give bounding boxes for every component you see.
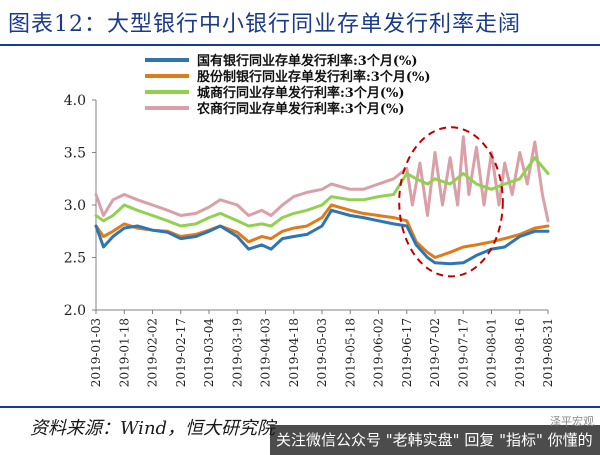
y-tick-label: 4.0: [64, 93, 86, 109]
x-tick-label: 2019-06-17: [400, 318, 414, 387]
watermark-brand: 泽平宏观: [550, 415, 594, 428]
y-tick-label: 3.5: [64, 146, 86, 162]
legend-label: 农商行同业存单发行利率:3个月(%): [196, 101, 405, 117]
legend-label: 股份制银行同业存单发行利率:3个月(%): [197, 69, 431, 85]
x-tick-label: 2019-05-03: [315, 318, 329, 387]
legend-label: 国有银行同业存单发行利率:3个月(%): [197, 53, 418, 69]
x-tick-label: 2019-04-03: [259, 318, 273, 387]
x-tick-label: 2019-06-02: [372, 318, 386, 387]
legend-label: 城商行同业存单发行利率:3个月(%): [197, 85, 405, 101]
watermark-banner: 关注微信公众号 "老韩实盘" 回复 "指标" 你懂的 泽平宏观: [270, 415, 600, 455]
bottom-rule: [0, 406, 600, 408]
y-tick-label: 2.5: [64, 251, 86, 267]
x-tick-label: 2019-01-03: [89, 318, 103, 387]
x-tick-label: 2019-05-18: [343, 318, 357, 387]
x-tick-label: 2019-03-04: [202, 318, 216, 388]
x-tick-label: 2019-02-02: [146, 318, 160, 387]
x-tick-label: 2019-08-31: [541, 318, 555, 387]
highlight-ellipse: [398, 126, 504, 278]
title-rule: [0, 44, 600, 46]
x-tick-label: 2019-03-19: [230, 318, 244, 387]
series-line-1: [94, 208, 550, 266]
x-tick-label: 2019-08-01: [485, 318, 499, 387]
series-line-3: [94, 156, 550, 228]
y-tick-label: 3.0: [64, 198, 86, 214]
y-tick-label: 2.0: [64, 303, 86, 319]
figure-title: 图表12：大型银行中小银行同业存单发行利率走阔: [8, 12, 521, 37]
chart: 2.0 2.5 3.0 3.5 4.0 2019-01-03 2019-01-18 2019-…: [64, 53, 555, 387]
x-tick-label: 2019-02-17: [174, 318, 188, 387]
x-tick-label: 2019-01-18: [117, 318, 131, 387]
x-tick-label: 2019-08-16: [513, 318, 527, 387]
chart-axes: 2.0 2.5 3.0 3.5 4.0 2019-01-03 2019-01-18 2019-…: [64, 93, 555, 387]
x-tick-label: 2019-04-18: [287, 318, 301, 387]
watermark-text: 关注微信公众号 "老韩实盘" 回复 "指标" 你懂的: [276, 431, 593, 449]
series-line-4: [94, 135, 550, 223]
chart-legend: 国有银行同业存单发行利率:3个月(%)股份制银行同业存单发行利率:3个月(%)城…: [145, 53, 431, 117]
source-note: 资料来源：Wind，恒大研究院: [30, 418, 276, 439]
chart-lines: [94, 126, 550, 278]
x-tick-label: 2019-07-02: [428, 318, 442, 387]
x-tick-label: 2019-07-17: [456, 318, 470, 387]
